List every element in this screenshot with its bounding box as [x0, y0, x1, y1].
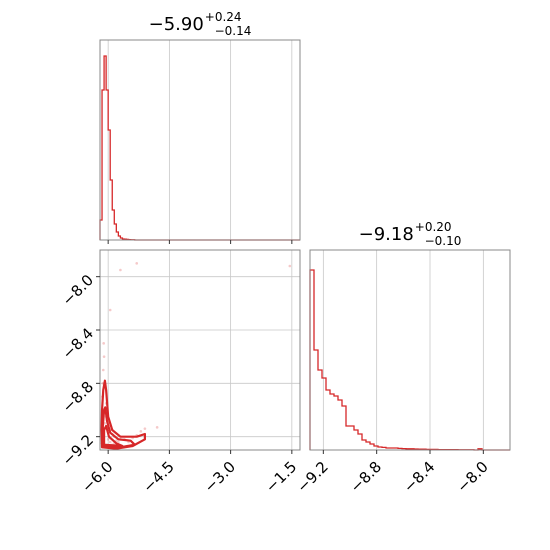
joint-ytick-label: −9.2 [59, 431, 97, 469]
joint-xtick-label: −3.0 [201, 458, 239, 496]
hist-param1-title-minus: −0.14 [215, 24, 252, 38]
joint-frame [99, 249, 301, 451]
histogram-panel-param1: −5.90+0.24 −0.14 [99, 10, 301, 244]
hist-param2-xtick-label: −8.0 [453, 458, 491, 496]
hist-param1-title-median: −5.90 [149, 14, 204, 35]
joint-xtick-label: −4.5 [139, 458, 177, 496]
hist-param1-histogram-steps [99, 55, 300, 241]
joint-sample-point [102, 355, 106, 358]
hist-param2-xtick-label: −8.4 [400, 458, 438, 496]
joint-ytick-label: −8.0 [59, 271, 97, 309]
joint-sample-point [101, 368, 105, 372]
joint-contour-level [100, 379, 146, 450]
hist-param2-histogram-steps [309, 269, 510, 451]
joint-contour-level [102, 424, 124, 448]
joint-sample-point [155, 426, 159, 429]
hist-param2-frame [309, 249, 511, 451]
hist-param2-title-minus: −0.10 [425, 234, 462, 248]
hist-param1-title-plus: +0.24 [205, 10, 242, 24]
hist-param2-xtick-label: −9.2 [293, 458, 331, 496]
joint-xtick-label: −6.0 [78, 458, 116, 496]
hist-param1-title: −5.90+0.24 −0.14 [149, 10, 252, 38]
joint-ytick-label: −8.4 [59, 324, 97, 362]
joint-scatter-contour-panel: −6.0 −4.5 −3.0 −1.5 −8.0 −8.4 −8.8 −9.2 [59, 249, 301, 496]
hist-param2-title-median: −9.18 [359, 224, 414, 245]
joint-sample-point [108, 440, 112, 444]
joint-ytick-label: −8.8 [59, 378, 97, 416]
joint-sample-point [139, 430, 143, 433]
hist-param1-frame [99, 39, 301, 241]
hist-param2-title-plus: +0.20 [415, 220, 452, 234]
joint-sample-point [288, 264, 292, 268]
joint-xtick-label: −1.5 [262, 458, 300, 496]
joint-sample-point [119, 268, 122, 272]
histogram-panel-param2: −9.2 −8.8 −8.4 −8.0 −9.18+0.20 −0.10 [293, 220, 511, 496]
joint-sample-point [102, 342, 105, 345]
joint-sample-point [143, 427, 147, 430]
joint-sample-point [108, 308, 112, 312]
joint-sample-point [117, 440, 120, 444]
joint-sample-point [135, 262, 139, 265]
joint-sample-point [103, 422, 107, 425]
joint-sample-point [106, 438, 110, 441]
hist-param2-xtick-label: −8.8 [347, 458, 385, 496]
joint-contour-level [101, 406, 136, 449]
hist-param2-title: −9.18+0.20 −0.10 [359, 220, 462, 248]
